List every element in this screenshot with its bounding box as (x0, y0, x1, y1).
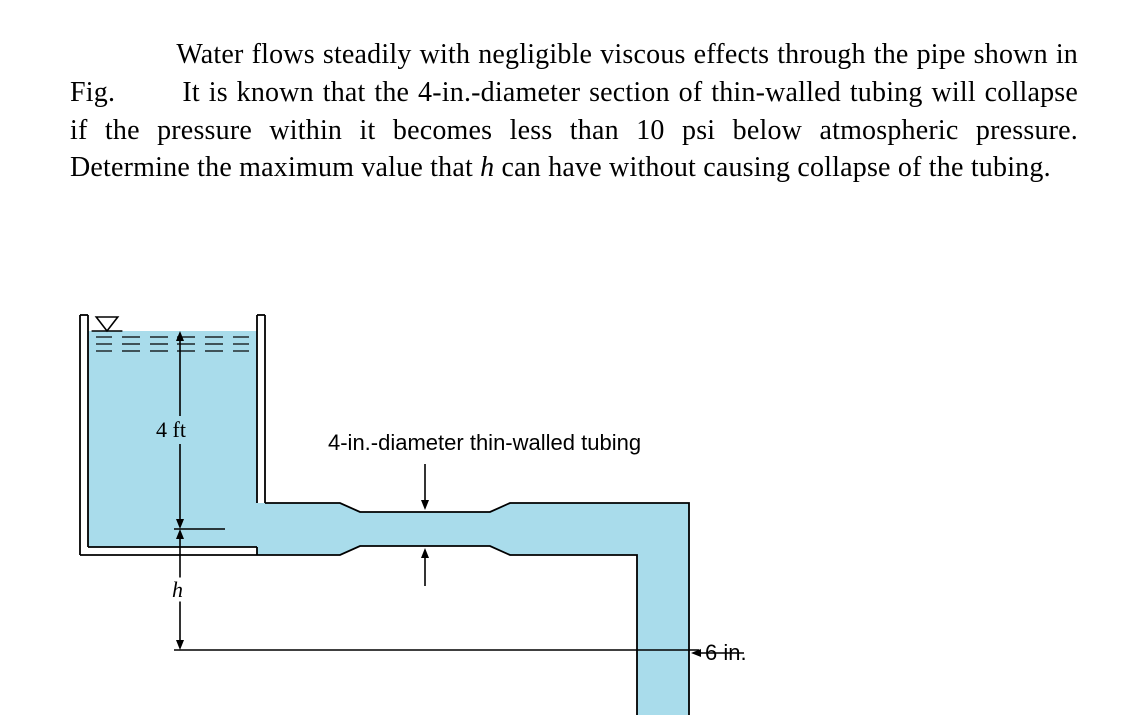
problem-statement: Water flows steadily with negligible vis… (70, 36, 1078, 187)
label-6in: 6 in. (705, 640, 747, 666)
figure: 4 ft h 4-in.-diameter thin-walled tubing… (60, 295, 780, 715)
label-thin-tube: 4-in.-diameter thin-walled tubing (328, 430, 641, 456)
label-4ft: 4 ft (156, 417, 186, 443)
label-h: h (172, 577, 183, 603)
